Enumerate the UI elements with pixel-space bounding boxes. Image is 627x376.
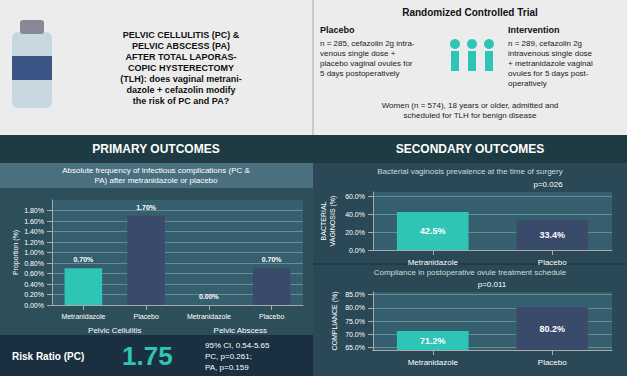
svg-text:80.0%: 80.0% [345,304,365,311]
svg-text:Intervention: Intervention [508,25,560,35]
svg-text:the risk of PC and PA?: the risk of PC and PA? [133,96,229,106]
svg-text:Placebo: Placebo [320,25,355,35]
svg-text:85.0%: 85.0% [345,291,365,298]
svg-text:SECONDARY OUTCOMES: SECONDARY OUTCOMES [396,142,545,156]
svg-text:42.5%: 42.5% [420,226,446,236]
svg-text:0.00%: 0.00% [24,302,44,309]
svg-text:(TLH): does vaginal metrani-: (TLH): does vaginal metrani- [120,74,242,84]
svg-text:PRIMARY OUTCOMES: PRIMARY OUTCOMES [92,142,219,156]
svg-text:ovules for 5 days post-: ovules for 5 days post- [508,69,589,78]
svg-text:Absolute frequency of infectio: Absolute frequency of infectious complic… [62,166,250,175]
svg-text:PELVIC CELLULITIS (PC) &: PELVIC CELLULITIS (PC) & [123,30,240,40]
svg-text:Metranidazole: Metranidazole [408,258,459,267]
svg-text:Proportion (%): Proportion (%) [12,230,20,275]
svg-text:1.80%: 1.80% [24,207,44,214]
svg-text:Metranidazole: Metranidazole [408,358,459,367]
svg-text:COMPLIANCE (%): COMPLIANCE (%) [331,291,339,350]
svg-text:95% CI, 0.54-5.65: 95% CI, 0.54-5.65 [205,341,270,350]
svg-text:Metranidazole: Metranidazole [187,313,231,320]
svg-text:0.70%: 0.70% [73,256,94,263]
svg-text:Randomized Controlled Trial: Randomized Controlled Trial [402,7,538,18]
svg-text:PA, p=0.159: PA, p=0.159 [205,363,249,372]
svg-text:operatively: operatively [508,79,547,88]
svg-text:Risk Ratio (PC): Risk Ratio (PC) [12,351,84,362]
svg-text:venous single dose +: venous single dose + [320,49,396,58]
svg-text:PC, p=0.261;: PC, p=0.261; [205,352,252,361]
svg-text:dazole + cefazolin modify: dazole + cefazolin modify [127,85,236,95]
svg-text:PELVIC ABSCESS (PA): PELVIC ABSCESS (PA) [132,41,230,51]
svg-text:scheduled for TLH for benign d: scheduled for TLH for benign disease [404,111,537,120]
svg-text:1.75: 1.75 [122,341,173,371]
svg-text:n = 285, cefazolin 2g intra-: n = 285, cefazolin 2g intra- [320,39,415,48]
svg-text:Pelvic Abscess: Pelvic Abscess [214,326,267,335]
svg-text:1.60%: 1.60% [24,218,44,225]
svg-text:40.0%: 40.0% [345,211,365,218]
svg-text:Metranidazole: Metranidazole [61,313,105,320]
svg-text:PA) after metranidazole or pla: PA) after metranidazole or placebo [94,176,218,185]
svg-text:p=0.026: p=0.026 [533,180,563,189]
svg-text:1.70%: 1.70% [136,204,157,211]
svg-text:Placebo: Placebo [538,358,567,367]
svg-text:VAGINOSIS (%): VAGINOSIS (%) [329,196,337,247]
svg-text:33.4%: 33.4% [539,230,565,240]
svg-text:70.0%: 70.0% [345,331,365,338]
svg-text:75.0%: 75.0% [345,318,365,325]
svg-text:0.80%: 0.80% [24,260,44,267]
svg-text:1.40%: 1.40% [24,228,44,235]
svg-text:COPIC HYSTERECTOMY: COPIC HYSTERECTOMY [128,63,234,73]
svg-text:80.2%: 80.2% [539,324,565,334]
svg-text:Placebo: Placebo [133,313,158,320]
svg-text:65.0%: 65.0% [345,344,365,351]
svg-text:0.40%: 0.40% [24,281,44,288]
svg-text:0.70%: 0.70% [262,256,283,263]
svg-text:60.0%: 60.0% [345,193,365,200]
svg-text:Compliance in postoperative ov: Compliance in postoperative ovule treatm… [374,268,567,277]
svg-text:Pelvic Cellulitis: Pelvic Cellulitis [88,326,141,335]
svg-text:20.0%: 20.0% [345,229,365,236]
svg-text:0.0%: 0.0% [349,247,365,254]
svg-text:intravenous single dose: intravenous single dose [508,49,593,58]
svg-text:1.00%: 1.00% [24,249,44,256]
svg-text:Placebo: Placebo [538,258,567,267]
svg-text:n = 289, cefazolin 2g: n = 289, cefazolin 2g [508,39,582,48]
svg-text:71.2%: 71.2% [420,336,446,346]
svg-text:+ metranidazole vaginal: + metranidazole vaginal [508,59,593,68]
svg-text:Placebo: Placebo [259,313,284,320]
svg-text:Bacterial vaginosis prevalence: Bacterial vaginosis prevalence at the ti… [377,167,562,176]
svg-text:AFTER TOTAL LAPORAS-: AFTER TOTAL LAPORAS- [126,52,237,62]
svg-text:placebo vaginal ovules for: placebo vaginal ovules for [320,59,413,68]
svg-text:p=0.011: p=0.011 [478,280,507,289]
svg-text:1.20%: 1.20% [24,239,44,246]
svg-text:5 days postoperatively: 5 days postoperatively [320,69,400,78]
svg-text:BACTERIAL: BACTERIAL [320,201,327,240]
svg-text:Women (n = 574), 18 years or o: Women (n = 574), 18 years or older, admi… [382,101,559,110]
svg-text:0.00%: 0.00% [199,293,220,300]
svg-text:0.60%: 0.60% [24,270,44,277]
svg-text:0.20%: 0.20% [24,291,44,298]
